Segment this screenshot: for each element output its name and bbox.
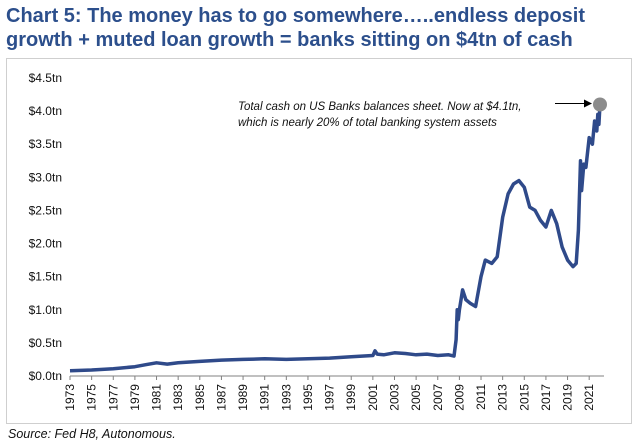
x-tick-label: 2011 [474,384,488,410]
x-tick-label: 2013 [496,384,510,411]
x-tick-label: 1995 [301,384,315,411]
source-note: Source: Fed H8, Autonomous. [8,427,176,441]
x-tick-label: 1987 [214,384,228,411]
y-axis-ticks: $0.0tn $0.5tn $1.0tn $1.5tn $2.0tn $2.5tn $3.0… [29,71,62,383]
x-tick-label: 1975 [85,384,99,411]
x-tick-label: 1985 [193,384,207,411]
x-tick-label: 2017 [539,384,553,411]
x-tick-label: 1973 [63,384,77,411]
x-tick-label: 1999 [344,384,358,411]
y-tick-label: $2.0tn [29,237,62,251]
x-tick-label: 2009 [452,384,466,411]
x-axis-ticks: 1973 1975 1977 1979 1981 1983 1985 1987 1989 1991… [63,376,596,411]
y-tick-label: $1.0tn [29,303,62,317]
x-tick-label: 1977 [106,384,120,411]
y-tick-label: $4.5tn [29,71,62,85]
x-tick-label: 2019 [561,384,575,411]
y-tick-label: $1.5tn [29,270,62,284]
x-tick-label: 1991 [258,384,272,411]
y-tick-label: $0.0tn [29,369,62,383]
series-line-bank-cash [69,104,602,373]
x-tick-label: 1981 [150,384,164,411]
chart-title: Chart 5: The money has to go somewhere….… [6,5,586,51]
annotation-line-1: Total cash on US Banks balances sheet. N… [238,101,521,113]
x-tick-label: 2021 [582,384,596,411]
y-tick-label: $0.5tn [29,336,62,350]
latest-value-marker [593,97,607,112]
x-tick-label: 1997 [323,384,337,411]
y-tick-label: $4.0tn [29,104,62,118]
x-tick-label: 1989 [236,384,250,411]
x-tick-label: 2007 [431,384,445,411]
y-tick-label: $3.0tn [29,170,62,184]
y-tick-label: $2.5tn [29,203,62,217]
x-tick-label: 2005 [409,384,423,411]
y-tick-label: $3.5tn [29,137,62,151]
x-tick-label: 2003 [387,384,401,411]
annotation-line-2: which is nearly 20% of total banking sys… [238,117,497,129]
x-tick-label: 2001 [366,384,380,411]
chart-frame [6,58,632,424]
x-tick-label: 2015 [517,384,531,411]
x-tick-label: 1993 [279,384,293,411]
x-tick-label: 1983 [171,384,185,411]
x-tick-label: 1979 [128,384,142,411]
